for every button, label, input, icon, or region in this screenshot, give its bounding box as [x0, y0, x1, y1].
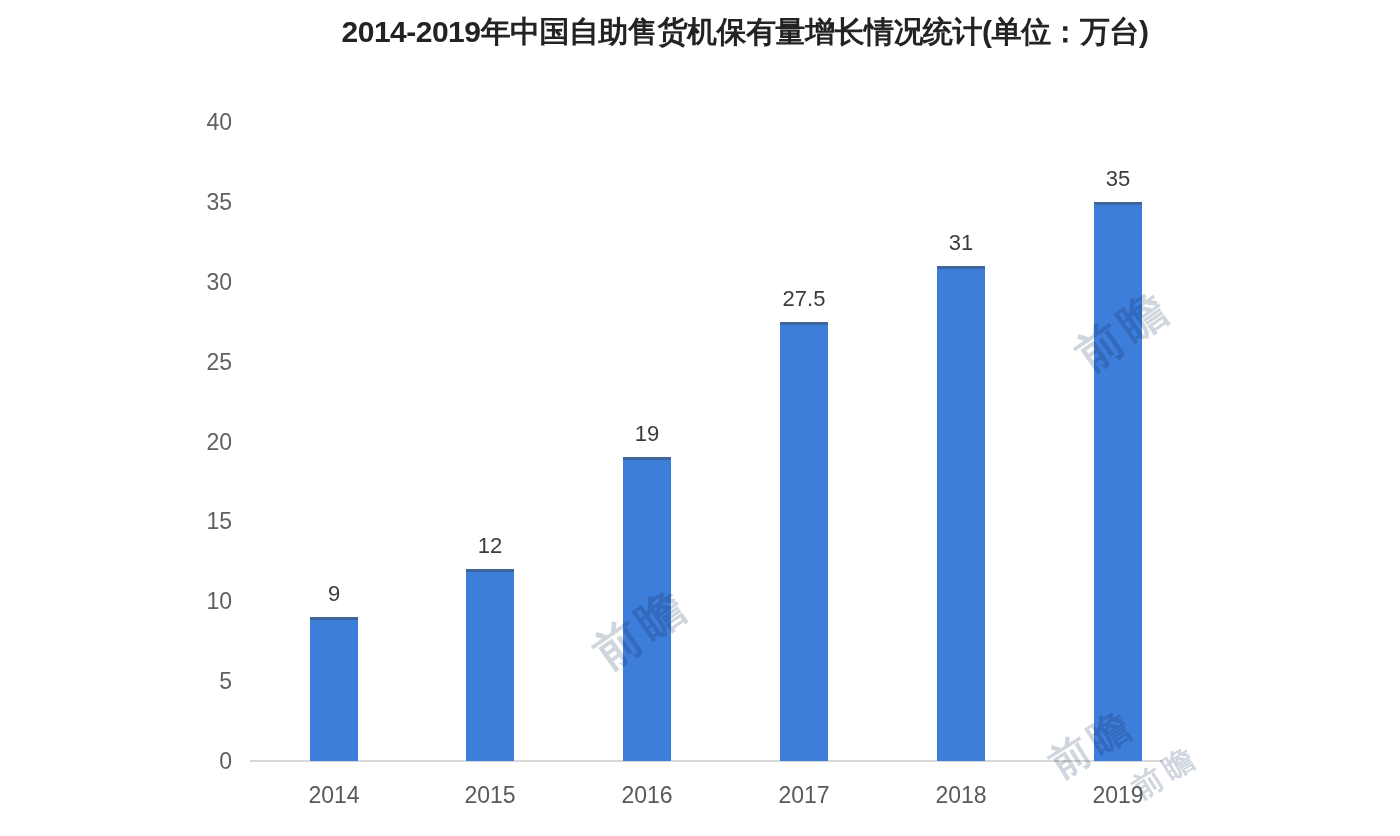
value-label-2016: 19 [587, 421, 707, 447]
y-tick-label-35: 35 [152, 188, 232, 216]
x-tick-label-2019: 2019 [1058, 782, 1178, 809]
bar-2018 [937, 266, 985, 761]
bar-2014 [310, 617, 358, 761]
x-tick-label-2018: 2018 [901, 782, 1021, 809]
plot-area: 9201412201519201627.52017312018352019051… [0, 0, 1400, 836]
value-label-2018: 31 [901, 230, 1021, 256]
bar-2017 [780, 322, 828, 761]
y-tick-label-25: 25 [152, 348, 232, 376]
value-label-2019: 35 [1058, 166, 1178, 192]
x-tick-label-2015: 2015 [430, 782, 550, 809]
vending-machine-bar-chart: 2014-2019年中国自助售货机保有量增长情况统计(单位：万台) 920141… [0, 0, 1400, 836]
bar-2016 [623, 457, 671, 761]
y-tick-label-0: 0 [152, 747, 232, 775]
y-tick-label-40: 40 [152, 108, 232, 136]
value-label-2015: 12 [430, 533, 550, 559]
y-tick-label-30: 30 [152, 268, 232, 296]
x-tick-label-2014: 2014 [274, 782, 394, 809]
y-tick-label-5: 5 [152, 667, 232, 695]
x-tick-label-2016: 2016 [587, 782, 707, 809]
bar-2019 [1094, 202, 1142, 761]
x-tick-label-2017: 2017 [744, 782, 864, 809]
y-tick-label-15: 15 [152, 507, 232, 535]
x-axis-line [250, 760, 1162, 762]
y-tick-label-10: 10 [152, 587, 232, 615]
bar-2015 [466, 569, 514, 761]
value-label-2014: 9 [274, 581, 394, 607]
value-label-2017: 27.5 [744, 286, 864, 312]
y-tick-label-20: 20 [152, 428, 232, 456]
